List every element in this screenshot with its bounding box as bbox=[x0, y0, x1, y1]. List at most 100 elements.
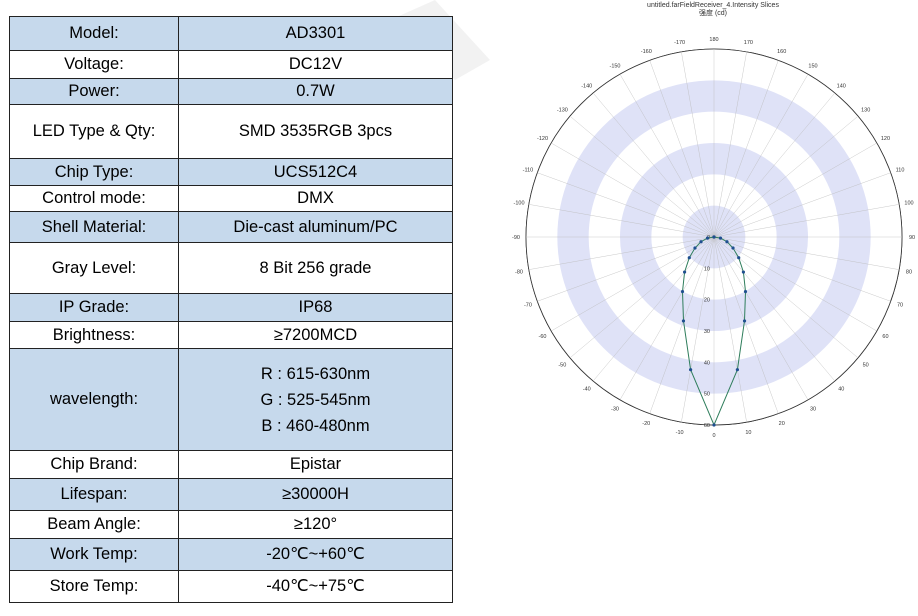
angle-tick-label: 60 bbox=[882, 334, 888, 340]
polar-spoke bbox=[619, 236, 715, 400]
spec-label: Chip Type: bbox=[9, 158, 179, 186]
polar-spoke bbox=[713, 51, 747, 238]
angle-tick-label: -80 bbox=[515, 269, 523, 275]
spec-row: Chip Brand: Epistar bbox=[9, 450, 453, 479]
polar-spoke bbox=[713, 236, 809, 400]
data-point bbox=[737, 256, 741, 260]
polar-spoke bbox=[681, 236, 715, 423]
spec-label: Lifespan: bbox=[9, 478, 179, 511]
radial-tick-label: 60 bbox=[704, 423, 710, 429]
angle-tick-label: -170 bbox=[674, 40, 685, 46]
polar-spoke bbox=[537, 236, 715, 302]
spec-value: 0.7W bbox=[178, 78, 453, 105]
data-point bbox=[699, 240, 703, 244]
data-point bbox=[742, 319, 747, 323]
polar-spoke bbox=[649, 236, 715, 414]
angle-tick-label: -150 bbox=[609, 64, 620, 70]
angle-tick-label: -40 bbox=[583, 387, 591, 393]
polar-chart-svg: 1801701601501401301201101009080706050403… bbox=[512, 2, 915, 439]
angle-tick-label: -90 bbox=[512, 235, 520, 241]
polar-spoke bbox=[569, 116, 715, 238]
polar-spoke bbox=[551, 142, 715, 238]
spec-label: Gray Level: bbox=[9, 242, 179, 294]
radial-tick-label: 50 bbox=[704, 392, 710, 398]
angle-tick-label: 130 bbox=[861, 108, 870, 114]
data-point bbox=[712, 423, 716, 427]
spec-value: ≥30000H bbox=[178, 478, 453, 511]
angle-tick-label: 100 bbox=[904, 201, 913, 207]
polar-spoke bbox=[528, 236, 715, 270]
spec-value: SMD 3535RGB 3pcs bbox=[178, 104, 453, 159]
polar-chart: 180 170 160 150 140 130 120 110 100 90 80 70 60 50 40 3… bbox=[508, 0, 918, 440]
angle-tick-label: -140 bbox=[581, 83, 592, 89]
angle-tick-label: -60 bbox=[539, 334, 547, 340]
spec-row: IP Grade: IP68 bbox=[9, 293, 453, 322]
data-point bbox=[681, 319, 686, 323]
polar-spoke bbox=[593, 92, 715, 238]
spec-label: wavelength: bbox=[9, 348, 179, 451]
polar-spoke bbox=[713, 236, 891, 302]
wavelength-line: G : 525-545nm bbox=[260, 390, 371, 409]
polar-spoke bbox=[593, 236, 715, 382]
spec-value: ≥7200MCD bbox=[178, 321, 453, 349]
angle-tick-label: 40 bbox=[838, 387, 844, 393]
angle-tick-label: 0 bbox=[712, 433, 715, 439]
polar-spoke bbox=[713, 60, 779, 238]
polar-spoke bbox=[551, 236, 715, 332]
radial-tick-label: 30 bbox=[704, 329, 710, 335]
angle-tick-label: 170 bbox=[744, 40, 753, 46]
spec-label: Store Temp: bbox=[9, 570, 179, 603]
polar-spoke bbox=[713, 236, 747, 423]
radial-tick-label: 20 bbox=[704, 298, 710, 304]
polar-spoke bbox=[713, 236, 779, 414]
angle-tick-label: 30 bbox=[810, 406, 816, 412]
angle-tick-label: -100 bbox=[514, 201, 525, 207]
spec-label: Shell Material: bbox=[9, 211, 179, 243]
spec-row: Gray Level: 8 Bit 256 grade bbox=[9, 242, 453, 294]
spec-label: Voltage: bbox=[9, 50, 179, 79]
spec-row: Chip Type: UCS512C4 bbox=[9, 158, 453, 186]
spec-value: -40℃~+75℃ bbox=[178, 570, 453, 603]
spec-row: Control mode: DMX bbox=[9, 185, 453, 212]
spec-value: UCS512C4 bbox=[178, 158, 453, 186]
spec-table: Model: AD3301 Voltage: DC12V Power: 0.7W LED T… bbox=[9, 16, 453, 603]
polar-spoke bbox=[713, 116, 859, 238]
spec-row: Brightness: ≥7200MCD bbox=[9, 321, 453, 349]
angle-tick-label: 140 bbox=[837, 83, 846, 89]
radial-tick-label: 10 bbox=[704, 266, 710, 272]
polar-spoke bbox=[713, 74, 809, 238]
spec-row: Store Temp: -40℃~+75℃ bbox=[9, 570, 453, 603]
spec-value: DC12V bbox=[178, 50, 453, 79]
angle-tick-label: 160 bbox=[777, 49, 786, 55]
angle-tick-label: 150 bbox=[808, 64, 817, 70]
spec-value: R : 615-630nm G : 525-545nm B : 460-480nm bbox=[178, 348, 453, 451]
angle-tick-label: 120 bbox=[881, 136, 890, 142]
angle-tick-label: -30 bbox=[611, 406, 619, 412]
spec-value: IP68 bbox=[178, 293, 453, 322]
spec-label: Beam Angle: bbox=[9, 510, 179, 539]
polar-spoke bbox=[537, 172, 715, 238]
data-point bbox=[680, 289, 685, 294]
spec-label: Chip Brand: bbox=[9, 450, 179, 479]
polar-spoke bbox=[649, 60, 715, 238]
chart-title: untitled.farFieldReceiver_4.Intensity Sl… bbox=[647, 2, 779, 9]
polar-spoke bbox=[713, 92, 835, 238]
polar-spoke bbox=[713, 236, 877, 332]
data-point bbox=[741, 270, 746, 274]
spec-row: Voltage: DC12V bbox=[9, 50, 453, 79]
spec-label: Control mode: bbox=[9, 185, 179, 212]
spec-label: Power: bbox=[9, 78, 179, 105]
spec-value: DMX bbox=[178, 185, 453, 212]
spec-label: Brightness: bbox=[9, 321, 179, 349]
polar-spoke bbox=[528, 204, 715, 238]
spec-row: LED Type & Qty: SMD 3535RGB 3pcs bbox=[9, 104, 453, 159]
angle-tick-label: 80 bbox=[906, 269, 912, 275]
spec-row: wavelength: R : 615-630nm G : 525-545nm B :… bbox=[9, 348, 453, 451]
data-point bbox=[743, 289, 748, 294]
polar-spoke bbox=[713, 236, 900, 270]
angle-tick-label: -20 bbox=[642, 421, 650, 427]
angle-tick-label: 20 bbox=[779, 421, 785, 427]
spec-label: Model: bbox=[9, 16, 179, 51]
data-point bbox=[725, 240, 729, 244]
angle-tick-label: -50 bbox=[558, 362, 566, 368]
